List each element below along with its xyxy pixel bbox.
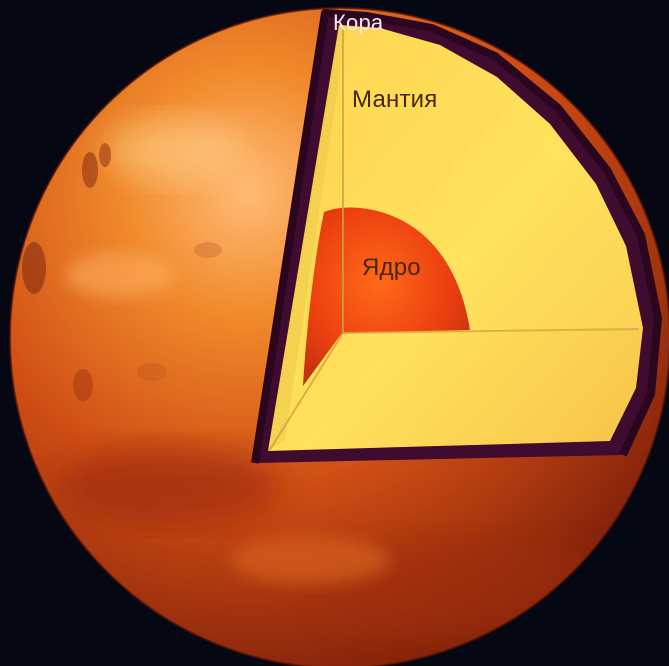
mantle-label: Мантия: [352, 86, 437, 113]
core-layer: [303, 207, 470, 386]
crust-label: Кора: [333, 10, 384, 35]
mantle-layer: [268, 25, 643, 451]
core-label: Ядро: [362, 254, 421, 281]
surface-texture: [22, 118, 630, 640]
